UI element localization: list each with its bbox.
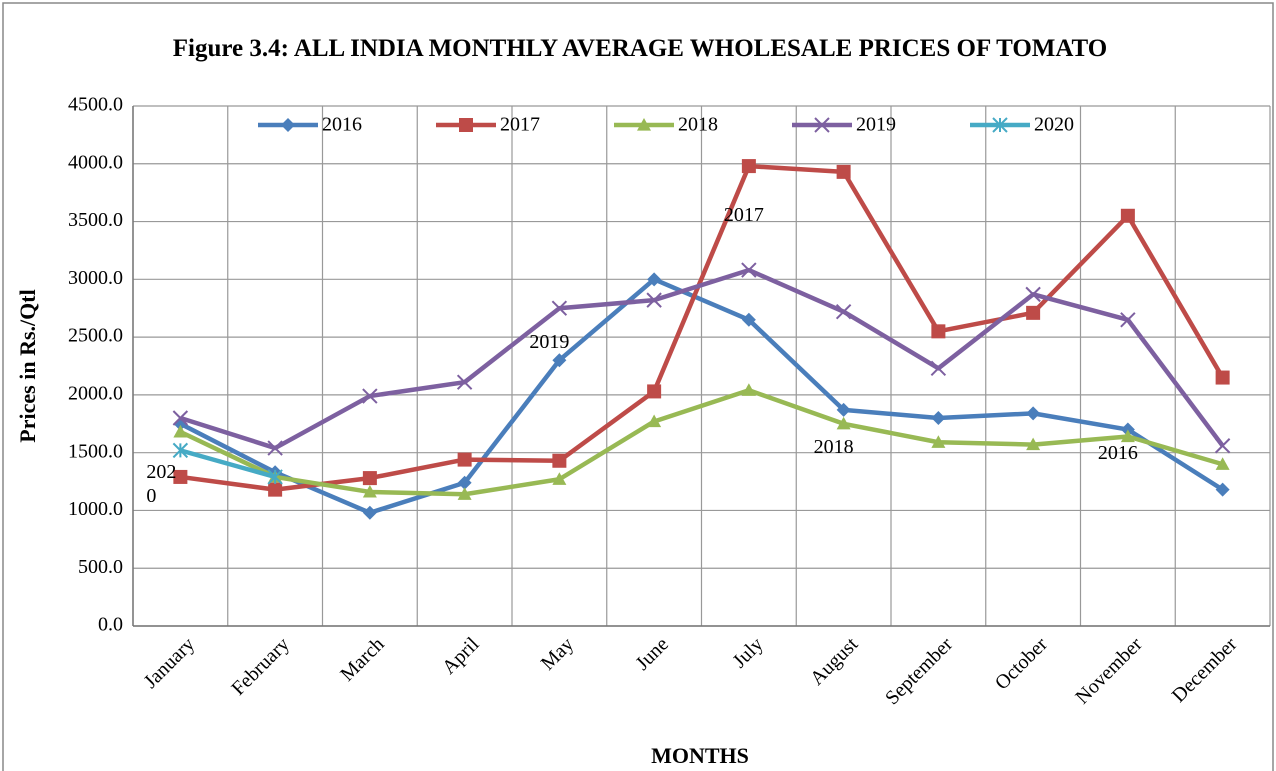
chart-title: Figure 3.4: ALL INDIA MONTHLY AVERAGE WH… [172, 35, 1108, 62]
data-point [1215, 482, 1230, 497]
data-point [267, 440, 283, 456]
series-line [179, 448, 276, 480]
data-point [741, 383, 756, 396]
annotation: 2020 [146, 461, 177, 507]
data-point [552, 353, 567, 368]
legend-marker [459, 118, 473, 132]
data-point [552, 472, 567, 485]
legend-marker [992, 117, 1008, 133]
data-point [172, 410, 189, 426]
x-tick-label: December [1168, 633, 1242, 707]
data-point [173, 424, 188, 438]
legend-marker [814, 117, 830, 133]
annotation: 2017 [723, 204, 764, 226]
x-tick-label: June [631, 633, 673, 675]
data-point [836, 164, 851, 179]
y-tick-label: 3500.0 [68, 209, 123, 231]
x-tick-label: February [227, 633, 294, 700]
y-tick-label: 3000.0 [68, 267, 123, 289]
x-tick-label: May [537, 633, 578, 674]
legend-marker [281, 118, 295, 132]
y-tick-label: 4000.0 [68, 151, 123, 173]
data-point [1215, 457, 1230, 470]
x-tick-label: March [336, 633, 388, 685]
legend-label: 2018 [678, 114, 718, 136]
data-point [1120, 208, 1135, 223]
data-point [552, 453, 567, 468]
data-point [551, 300, 568, 316]
data-point [362, 505, 377, 520]
annotation: 2016 [1097, 442, 1138, 464]
legend-label: 2019 [856, 114, 896, 136]
y-tick-label: 0.0 [98, 614, 123, 636]
x-tick-label: January [140, 633, 200, 693]
data-point [457, 452, 472, 467]
x-tick-label: September [881, 633, 957, 709]
legend-label: 2020 [1034, 114, 1074, 136]
data-point [1120, 429, 1135, 443]
data-point [741, 262, 757, 278]
legend-label: 2017 [500, 114, 540, 136]
data-point [173, 469, 188, 484]
data-point [835, 303, 852, 320]
data-point [647, 414, 662, 428]
data-point [647, 384, 662, 399]
x-tick-label: October [991, 633, 1052, 694]
data-point [1025, 286, 1041, 303]
y-tick-label: 1500.0 [68, 440, 123, 462]
data-point [931, 324, 946, 339]
data-point [931, 411, 946, 425]
data-point [267, 469, 283, 485]
series-line [179, 388, 1224, 497]
data-point [1214, 438, 1231, 454]
data-point [1026, 437, 1041, 451]
data-point [457, 487, 472, 500]
y-tick-label: 1000.0 [68, 498, 123, 520]
data-point [456, 374, 473, 390]
y-tick-label: 500.0 [78, 556, 123, 578]
data-point [930, 360, 947, 377]
annotation: 2018 [813, 436, 854, 458]
data-point [1026, 305, 1041, 320]
data-point [1026, 406, 1041, 421]
y-tick-label: 4500.0 [68, 94, 123, 116]
legend-label: 2016 [322, 114, 362, 136]
data-point [268, 482, 283, 497]
y-tick-label: 2500.0 [68, 325, 123, 347]
data-point [836, 416, 851, 430]
data-point [362, 388, 378, 404]
data-point [172, 442, 189, 459]
data-point [457, 475, 472, 490]
data-point [362, 471, 377, 486]
x-tick-label: April [438, 633, 484, 679]
data-point [1215, 370, 1230, 385]
series-line [179, 267, 1225, 451]
legend-marker [637, 118, 651, 131]
x-tick-label: August [806, 633, 863, 690]
data-point [741, 159, 756, 174]
data-point [836, 402, 851, 417]
annotation: 2019 [529, 331, 570, 353]
series-line [179, 277, 1224, 516]
x-tick-label: November [1071, 633, 1146, 708]
x-tick-label: July [729, 633, 768, 672]
data-point [362, 484, 377, 498]
data-point [647, 272, 662, 287]
x-axis-label: MONTHS [651, 743, 749, 768]
data-point [741, 312, 756, 327]
y-tick-label: 2000.0 [68, 382, 123, 404]
data-point [1120, 312, 1136, 328]
y-axis-label: Prices in Rs./Qtl [15, 289, 40, 442]
data-point [646, 292, 662, 308]
data-point [931, 435, 946, 448]
